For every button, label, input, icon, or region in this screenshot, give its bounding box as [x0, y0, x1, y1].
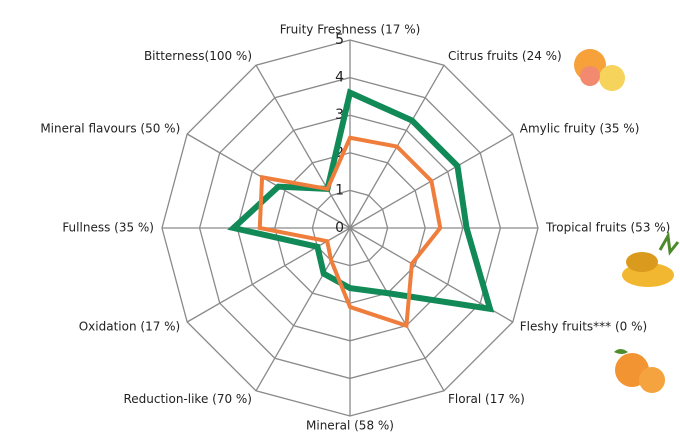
axis-label: Fruity Freshness (17 %): [280, 23, 421, 37]
axis-label: Citrus fruits (24 %): [448, 49, 562, 63]
axis-label: Oxidation (17 %): [79, 320, 181, 334]
axis-label: Amylic fruity (35 %): [520, 122, 640, 136]
axis-label: Mineral (58 %): [306, 419, 394, 433]
axis-label: Tropical fruits (53 %): [545, 221, 670, 235]
r-tick-label: 1: [335, 182, 344, 198]
axis-label: Fullness (35 %): [62, 221, 154, 235]
r-tick-label: 4: [335, 70, 344, 86]
chart: 012345Fruity Freshness (17 %)Citrus frui…: [0, 0, 680, 439]
axis-label: Mineral flavours (50 %): [40, 122, 180, 136]
axis-label: Reduction-like (70 %): [123, 392, 252, 406]
axis-label: Fleshy fruits*** (0 %): [520, 320, 647, 334]
r-tick-label: 0: [335, 220, 344, 236]
series-line: [233, 93, 490, 309]
axis-label: Floral (17 %): [448, 392, 525, 406]
axis-label: Bitterness(100 %): [144, 49, 252, 63]
